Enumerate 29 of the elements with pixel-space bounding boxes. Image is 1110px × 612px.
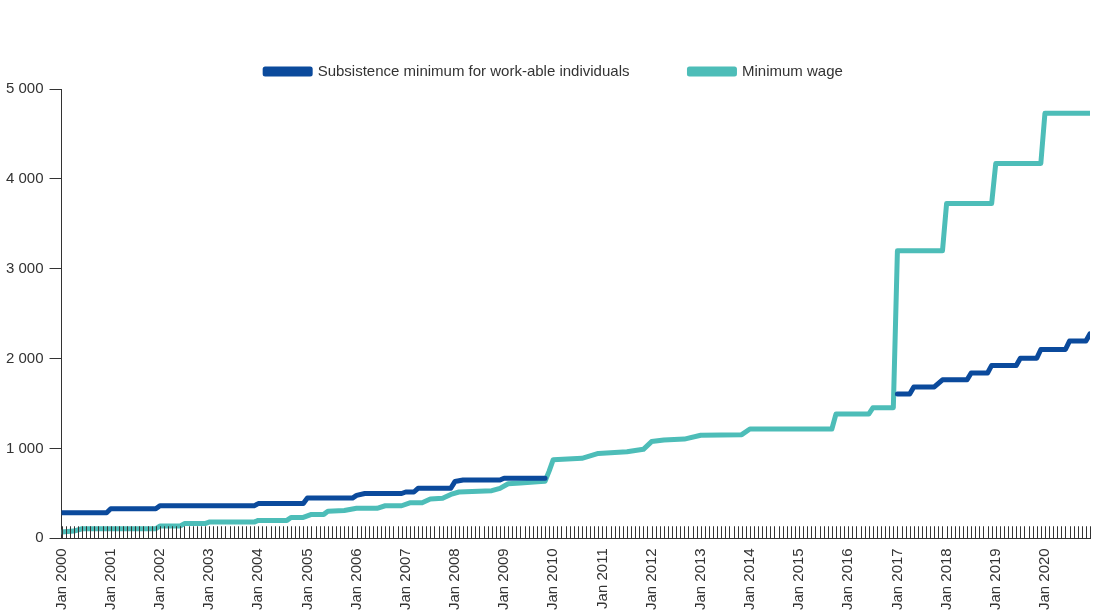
x-tick-label: Jan 2005 bbox=[297, 548, 315, 611]
x-tick-label: Jan 2009 bbox=[494, 548, 512, 611]
x-tick-label: Jan 2003 bbox=[199, 548, 217, 611]
x-tick-label: Jan 2017 bbox=[887, 548, 905, 611]
x-tick-label: Jan 2014 bbox=[740, 548, 758, 611]
x-tick-label: Jan 2004 bbox=[248, 548, 266, 611]
x-tick-label: Jan 2013 bbox=[690, 548, 708, 611]
x-tick-label: Jan 2016 bbox=[838, 548, 856, 611]
x-tick-label: Jan 2001 bbox=[100, 548, 118, 611]
x-tick-label: Jan 2008 bbox=[445, 548, 463, 611]
x-tick-label: Jan 2011 bbox=[592, 548, 610, 609]
x-tick-label: Jan 2020 bbox=[1035, 548, 1053, 611]
x-tick-label: Jan 2002 bbox=[150, 548, 168, 611]
y-tick-label: 1 000 bbox=[5, 438, 44, 456]
x-tick-label: Jan 2007 bbox=[395, 548, 413, 611]
x-tick-label: Jan 2000 bbox=[51, 548, 69, 611]
y-tick-label: 2 000 bbox=[5, 348, 44, 366]
y-tick-label: 3 000 bbox=[5, 258, 44, 276]
x-tick-label: Jan 2006 bbox=[346, 548, 364, 611]
y-tick-label: 4 000 bbox=[5, 169, 44, 186]
x-tick-label: Jan 2012 bbox=[641, 548, 659, 611]
x-tick-label: Jan 2018 bbox=[936, 548, 954, 611]
y-tick-label: 5 000 bbox=[5, 79, 44, 97]
y-tick-label: 0 bbox=[35, 528, 44, 546]
legend-label: Minimum wage bbox=[741, 61, 843, 79]
legend-label: Subsistence minimum for work-able individuals bbox=[317, 61, 630, 79]
x-tick-label: Jan 2015 bbox=[789, 548, 807, 611]
x-tick-label: Jan 2010 bbox=[543, 548, 561, 611]
x-tick-label: Jan 2019 bbox=[985, 548, 1003, 611]
